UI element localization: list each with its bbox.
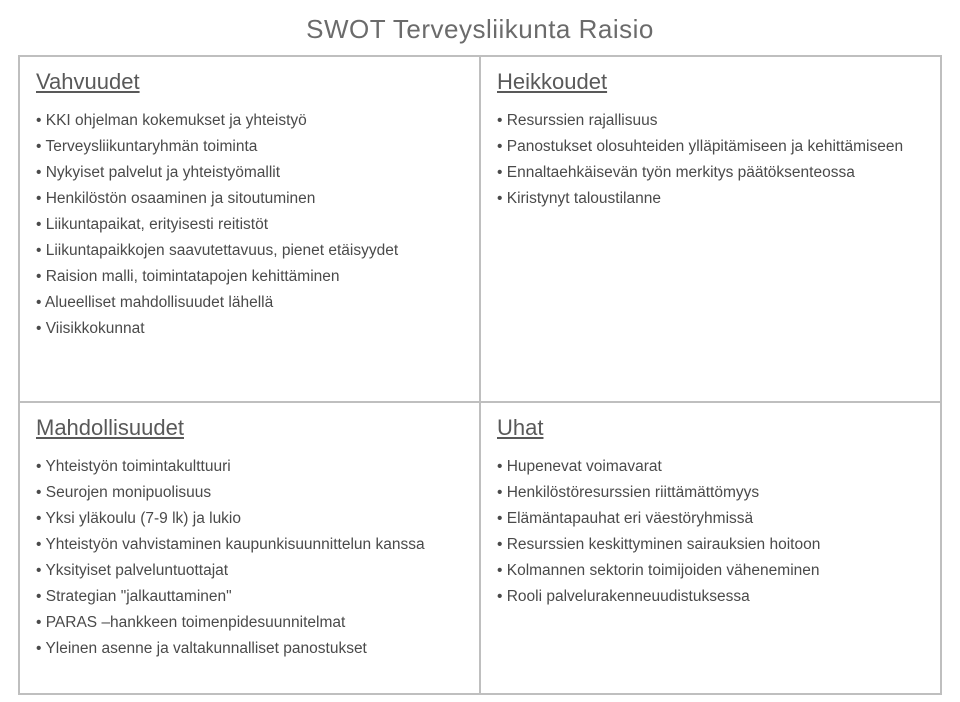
list-item: Raision malli, toimintatapojen kehittämi…: [36, 265, 463, 289]
list-item: PARAS –hankkeen toimenpidesuunnitelmat: [36, 611, 463, 635]
heading-opportunities: Mahdollisuudet: [36, 415, 463, 441]
list-item: Seurojen monipuolisuus: [36, 481, 463, 505]
swot-container: SWOT Terveysliikunta Raisio Vahvuudet KK…: [0, 0, 960, 702]
quadrant-weaknesses: Heikkoudet Resurssien rajallisuus Panost…: [480, 57, 940, 402]
quadrant-strengths: Vahvuudet KKI ohjelman kokemukset ja yht…: [20, 57, 480, 402]
list-item: Nykyiset palvelut ja yhteistyömallit: [36, 161, 463, 185]
quadrant-threats: Uhat Hupenevat voimavarat Henkilöstöresu…: [480, 402, 940, 693]
list-item: Hupenevat voimavarat: [497, 455, 924, 479]
list-item: Terveysliikuntaryhmän toiminta: [36, 135, 463, 159]
heading-threats: Uhat: [497, 415, 924, 441]
list-item: Kolmannen sektorin toimijoiden vähenemin…: [497, 559, 924, 583]
list-item: Yksityiset palveluntuottajat: [36, 559, 463, 583]
swot-grid: Vahvuudet KKI ohjelman kokemukset ja yht…: [18, 55, 942, 695]
list-weaknesses: Resurssien rajallisuus Panostukset olosu…: [497, 109, 924, 211]
list-item: Liikuntapaikat, erityisesti reitistöt: [36, 213, 463, 237]
list-strengths: KKI ohjelman kokemukset ja yhteistyö Ter…: [36, 109, 463, 341]
list-item: Liikuntapaikkojen saavutettavuus, pienet…: [36, 239, 463, 263]
list-item: Elämäntapauhat eri väestöryhmissä: [497, 507, 924, 531]
list-item: Yleinen asenne ja valtakunnalliset panos…: [36, 637, 463, 661]
list-item: Ennaltaehkäisevän työn merkitys päätökse…: [497, 161, 924, 185]
list-item: Alueelliset mahdollisuudet lähellä: [36, 291, 463, 315]
list-item: Henkilöstöresurssien riittämättömyys: [497, 481, 924, 505]
list-item: Resurssien keskittyminen sairauksien hoi…: [497, 533, 924, 557]
list-threats: Hupenevat voimavarat Henkilöstöresurssie…: [497, 455, 924, 609]
list-item: Strategian "jalkauttaminen": [36, 585, 463, 609]
list-item: Panostukset olosuhteiden ylläpitämiseen …: [497, 135, 924, 159]
list-item: Rooli palvelurakenneuudistuksessa: [497, 585, 924, 609]
list-item: Henkilöstön osaaminen ja sitoutuminen: [36, 187, 463, 211]
list-item: Yhteistyön toimintakulttuuri: [36, 455, 463, 479]
heading-strengths: Vahvuudet: [36, 69, 463, 95]
list-item: Yksi yläkoulu (7-9 lk) ja lukio: [36, 507, 463, 531]
list-item: Kiristynyt taloustilanne: [497, 187, 924, 211]
heading-weaknesses: Heikkoudet: [497, 69, 924, 95]
list-item: Resurssien rajallisuus: [497, 109, 924, 133]
list-item: Viisikkokunnat: [36, 317, 463, 341]
page-title: SWOT Terveysliikunta Raisio: [18, 14, 942, 45]
list-item: Yhteistyön vahvistaminen kaupunkisuunnit…: [36, 533, 463, 557]
quadrant-opportunities: Mahdollisuudet Yhteistyön toimintakulttu…: [20, 402, 480, 693]
list-opportunities: Yhteistyön toimintakulttuuri Seurojen mo…: [36, 455, 463, 661]
list-item: KKI ohjelman kokemukset ja yhteistyö: [36, 109, 463, 133]
